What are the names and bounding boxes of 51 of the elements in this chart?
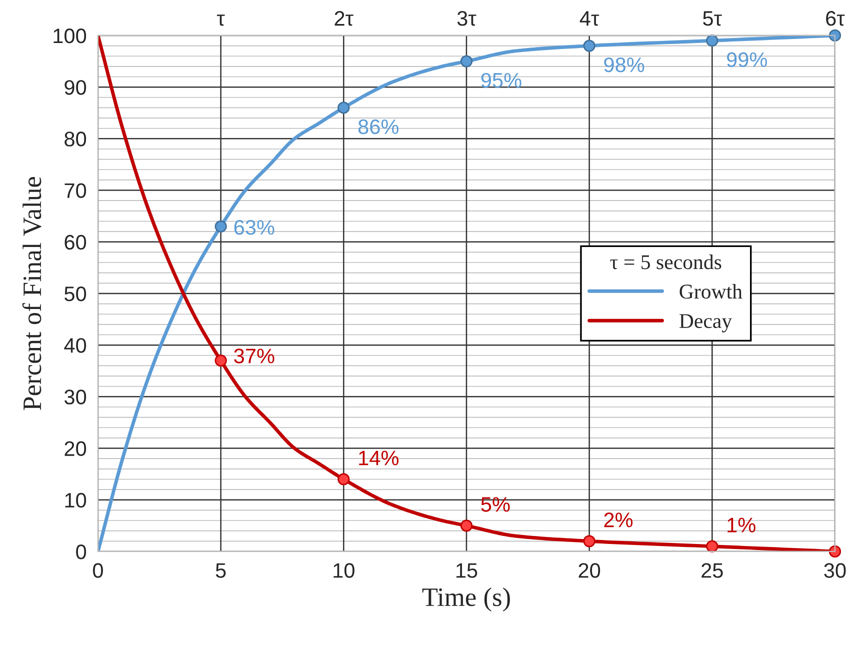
x2-tick-label: 4τ (580, 11, 600, 26)
legend-title: τ = 5 seconds (610, 254, 722, 270)
y-tick-label: 10 (65, 492, 86, 508)
point (460, 55, 473, 68)
point (214, 220, 227, 232)
point (828, 29, 842, 42)
x2-tick-label: τ (216, 14, 225, 26)
y-tick-label: 40 (64, 338, 86, 353)
data-label: 14% (359, 450, 398, 466)
x-tick-label: 15 (456, 563, 478, 578)
x2-tick-label: 5τ (703, 11, 722, 26)
point (338, 473, 350, 486)
y-tick-label: 30 (64, 390, 86, 404)
legend-label: Decay (679, 314, 732, 332)
point (828, 545, 842, 558)
point (706, 540, 718, 552)
point (460, 520, 473, 532)
data-label: 5% (481, 497, 510, 512)
x-tick-label: 20 (578, 563, 600, 578)
y-axis-title: Percent of Final Value (22, 177, 42, 410)
x-axis-title: Time (s) (422, 588, 510, 612)
point (214, 354, 227, 367)
y-tick-label: 20 (64, 441, 86, 456)
y-tick-label: 0 (76, 544, 86, 560)
point (583, 535, 596, 548)
point (706, 34, 718, 47)
y-tick-label: 80 (64, 132, 86, 146)
data-label: 95% (481, 72, 522, 88)
x-tick-label: 10 (334, 563, 354, 578)
point (583, 40, 596, 52)
data-label: 2% (604, 512, 633, 528)
y-tick-label: 70 (64, 183, 86, 198)
x-tick-label: 30 (824, 563, 846, 578)
x-tick-label: 0 (93, 563, 103, 578)
data-label: 37% (234, 348, 274, 364)
point (338, 102, 350, 114)
y-tick-label: 50 (64, 286, 86, 302)
x2-tick-label: 6τ (826, 11, 845, 26)
x-tick-label: 25 (702, 563, 723, 578)
x2-tick-label: 3τ (457, 11, 476, 26)
x2-tick-label: 2τ (334, 11, 354, 26)
data-label: 99% (726, 52, 767, 68)
y-tick-label: 90 (64, 80, 86, 95)
data-label: 98% (604, 57, 644, 72)
x-tick-label: 5 (216, 563, 226, 578)
data-label: 63% (234, 220, 274, 235)
data-label: 86% (358, 119, 398, 134)
legend-label: Growth (680, 284, 742, 299)
data-label: 1% (728, 518, 756, 532)
y-tick-label: 60 (64, 234, 86, 250)
y-tick-label: 100 (54, 28, 86, 44)
